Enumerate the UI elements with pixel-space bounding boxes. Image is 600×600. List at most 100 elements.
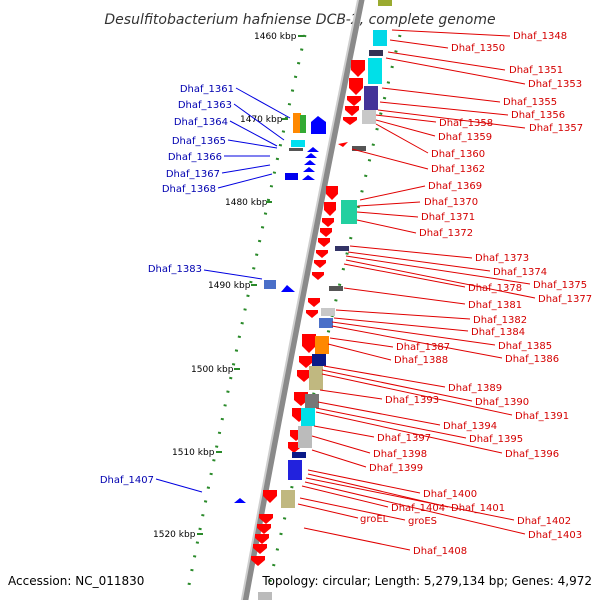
gene-label: Dhaf_1348 bbox=[513, 31, 567, 42]
gene-label: Dhaf_1371 bbox=[421, 212, 475, 223]
gene-label: Dhaf_1369 bbox=[428, 181, 482, 192]
right-leader-lines bbox=[297, 29, 536, 551]
gene-arrow bbox=[312, 272, 324, 280]
gene-arrow bbox=[318, 238, 330, 247]
forward-strand-genes bbox=[234, 113, 326, 503]
gene-arrow bbox=[324, 202, 336, 216]
gene-arrow bbox=[345, 106, 359, 116]
gene-label: Dhaf_1383 bbox=[148, 264, 202, 275]
kbp-tick-label: 1520 kbp bbox=[153, 530, 196, 540]
gene-label: Dhaf_1368 bbox=[162, 184, 216, 195]
gene-label: Dhaf_1363 bbox=[178, 100, 232, 111]
gene-label: Dhaf_1382 bbox=[473, 315, 527, 326]
gene-arrow bbox=[288, 442, 300, 453]
gene-label: Dhaf_1397 bbox=[377, 433, 431, 444]
gene-label: Dhaf_1408 bbox=[413, 546, 467, 557]
gene-label: Dhaf_1361 bbox=[180, 84, 234, 95]
map-title: Desulfitobacterium hafniense DCB-2, comp… bbox=[104, 12, 495, 28]
topology-text: Topology: circular; Length: 5,279,134 bp… bbox=[261, 574, 592, 588]
gene-arrow bbox=[351, 60, 365, 77]
gene-arrow bbox=[316, 250, 328, 258]
gene-arrow bbox=[302, 334, 316, 353]
gene-arrow bbox=[234, 498, 246, 503]
gene-arrow bbox=[306, 310, 318, 318]
gene-arrow bbox=[322, 218, 334, 227]
gene-arrow bbox=[302, 175, 315, 180]
accession-text: Accession: NC_011830 bbox=[8, 574, 144, 588]
gene-label: Dhaf_1358 bbox=[439, 118, 493, 129]
gene-label: Dhaf_1404 bbox=[391, 503, 445, 514]
kbp-tick-label: 1510 kbp bbox=[172, 448, 215, 458]
gene-arrow bbox=[263, 490, 277, 503]
left-leader-lines bbox=[155, 87, 291, 493]
gene-arrow bbox=[299, 356, 313, 368]
right-gene-labels: Dhaf_1348 Dhaf_1350 Dhaf_1351 Dhaf_1353 … bbox=[360, 31, 592, 557]
gene-label: Dhaf_1378 bbox=[468, 283, 522, 294]
kbp-tick-label: 1490 kbp bbox=[208, 281, 251, 291]
gene-arrow bbox=[297, 370, 311, 382]
gene-arrow bbox=[294, 392, 308, 406]
gene-arrow bbox=[304, 160, 316, 165]
gene-label: Dhaf_1390 bbox=[475, 397, 529, 408]
gene-label: Dhaf_1387 bbox=[396, 342, 450, 353]
gene-label: Dhaf_1359 bbox=[438, 132, 492, 143]
gene-arrow bbox=[257, 524, 271, 534]
gene-label: Dhaf_1396 bbox=[505, 449, 559, 460]
gene-label: Dhaf_1386 bbox=[505, 354, 559, 365]
gene-arrow bbox=[347, 96, 361, 106]
gene-label: Dhaf_1372 bbox=[419, 228, 473, 239]
right-feature-boxes bbox=[258, 0, 392, 600]
gene-arrow bbox=[259, 514, 273, 524]
gene-arrow bbox=[338, 142, 348, 147]
reverse-strand-genes bbox=[251, 60, 365, 566]
gene-label: Dhaf_1389 bbox=[448, 383, 502, 394]
genome-backbone bbox=[241, 0, 365, 600]
gene-arrow bbox=[253, 544, 267, 554]
gene-label: Dhaf_1403 bbox=[528, 530, 582, 541]
gene-label: Dhaf_1381 bbox=[468, 300, 522, 311]
gene-arrow bbox=[314, 260, 326, 268]
gene-label: Dhaf_1355 bbox=[503, 97, 557, 108]
gene-label: Dhaf_1360 bbox=[431, 149, 485, 160]
gene-label: Dhaf_1399 bbox=[369, 463, 423, 474]
kbp-tick-label: 1500 kbp bbox=[191, 365, 234, 375]
gene-arrow bbox=[281, 285, 295, 292]
gene-arrow bbox=[303, 167, 315, 172]
gene-label: Dhaf_1393 bbox=[385, 395, 439, 406]
kbp-tick-label: 1480 kbp bbox=[225, 198, 268, 208]
gene-label: Dhaf_1394 bbox=[443, 421, 497, 432]
gene-label: Dhaf_1384 bbox=[471, 327, 525, 338]
gene-arrow bbox=[307, 147, 319, 152]
gene-label: Dhaf_1400 bbox=[423, 489, 477, 500]
gene-arrow bbox=[343, 117, 357, 125]
gene-label: Dhaf_1367 bbox=[166, 169, 220, 180]
gene-arrow bbox=[311, 116, 326, 134]
gene-arrow bbox=[251, 556, 265, 566]
gene-arrow bbox=[308, 298, 320, 307]
gene-label: groES bbox=[408, 516, 437, 527]
gene-label: Dhaf_1391 bbox=[515, 411, 569, 422]
gene-label: Dhaf_1401 bbox=[451, 503, 505, 514]
gene-label: Dhaf_1370 bbox=[424, 197, 478, 208]
left-gene-labels: Dhaf_1361 Dhaf_1363 Dhaf_1364 Dhaf_1365 … bbox=[100, 84, 234, 486]
gene-arrow bbox=[326, 186, 338, 200]
gene-arrow bbox=[305, 153, 317, 158]
gene-label: Dhaf_1365 bbox=[172, 136, 226, 147]
gene-label: Dhaf_1362 bbox=[431, 164, 485, 175]
gene-arrow bbox=[255, 534, 269, 544]
gene-label: Dhaf_1375 bbox=[533, 280, 587, 291]
gene-label: Dhaf_1407 bbox=[100, 475, 154, 486]
gene-label: Dhaf_1398 bbox=[373, 449, 427, 460]
kbp-ticks: 1460 kbp 1470 kbp 1480 kbp 1490 kbp 1500… bbox=[153, 32, 304, 540]
gene-arrow bbox=[320, 228, 332, 237]
gene-label: Dhaf_1351 bbox=[509, 65, 563, 76]
gene-label: Dhaf_1364 bbox=[174, 117, 228, 128]
gene-label: Dhaf_1374 bbox=[493, 267, 547, 278]
gene-label: Dhaf_1385 bbox=[498, 341, 552, 352]
gene-label: Dhaf_1388 bbox=[394, 355, 448, 366]
gene-label: Dhaf_1373 bbox=[475, 253, 529, 264]
gene-arrow bbox=[349, 78, 363, 95]
gene-label: Dhaf_1402 bbox=[517, 516, 571, 527]
gene-label: Dhaf_1357 bbox=[529, 123, 583, 134]
